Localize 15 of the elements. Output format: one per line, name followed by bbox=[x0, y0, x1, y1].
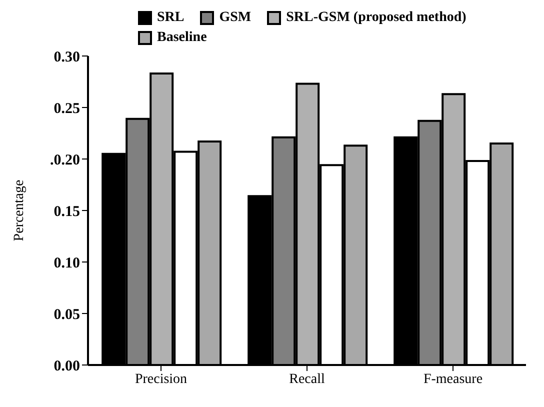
y-tick-label: 0.00 bbox=[54, 358, 80, 374]
x-tick-label: F-measure bbox=[423, 372, 483, 387]
y-tick-label: .0.20 bbox=[50, 152, 80, 168]
y-tick-label: 0.15 bbox=[54, 204, 80, 220]
x-tick-label: Recall bbox=[289, 372, 325, 387]
y-tick-label: 0.10 bbox=[54, 255, 80, 272]
legend-label: SRL bbox=[156, 9, 184, 27]
legend-label: SRL-GSM (proposed method) bbox=[285, 9, 466, 27]
y-tick-label: 0.05 bbox=[54, 306, 80, 323]
y-tick-label: 0.30 bbox=[54, 49, 80, 66]
legend-label: GSM bbox=[218, 9, 252, 27]
legend-label: Baseline bbox=[156, 29, 207, 47]
y-axis-title: Percentage bbox=[12, 180, 27, 242]
y-tick-label: 0.25 bbox=[54, 100, 80, 117]
x-tick-label: Precision bbox=[134, 372, 188, 387]
